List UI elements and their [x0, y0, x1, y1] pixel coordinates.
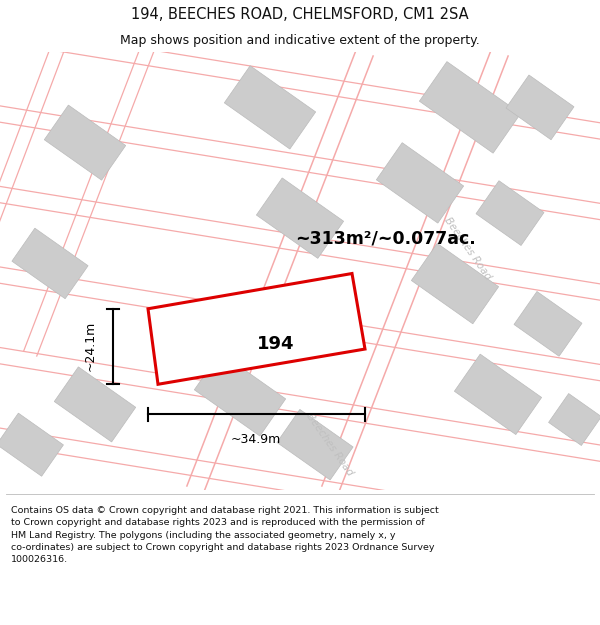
Polygon shape [277, 409, 353, 480]
Polygon shape [224, 66, 316, 149]
Polygon shape [0, 413, 64, 476]
Polygon shape [12, 228, 88, 299]
Polygon shape [256, 178, 344, 258]
Polygon shape [194, 352, 286, 436]
Text: Map shows position and indicative extent of the property.: Map shows position and indicative extent… [120, 34, 480, 47]
Text: Beeches Road: Beeches Road [443, 215, 493, 281]
Text: ~34.9m: ~34.9m [231, 432, 281, 446]
Polygon shape [514, 291, 582, 356]
Text: ~24.1m: ~24.1m [83, 321, 97, 371]
Polygon shape [412, 243, 499, 324]
Polygon shape [376, 142, 464, 223]
Polygon shape [548, 394, 600, 446]
Text: Contains OS data © Crown copyright and database right 2021. This information is : Contains OS data © Crown copyright and d… [11, 506, 439, 564]
Polygon shape [44, 105, 126, 180]
Polygon shape [419, 62, 521, 153]
Text: 194: 194 [257, 335, 295, 353]
Text: Beeches Road: Beeches Road [305, 412, 355, 478]
Text: 194, BEECHES ROAD, CHELMSFORD, CM1 2SA: 194, BEECHES ROAD, CHELMSFORD, CM1 2SA [131, 7, 469, 22]
Polygon shape [476, 181, 544, 246]
Text: ~313m²/~0.077ac.: ~313m²/~0.077ac. [295, 229, 476, 248]
Polygon shape [148, 274, 365, 384]
Polygon shape [54, 367, 136, 442]
Polygon shape [506, 75, 574, 140]
Polygon shape [454, 354, 542, 434]
